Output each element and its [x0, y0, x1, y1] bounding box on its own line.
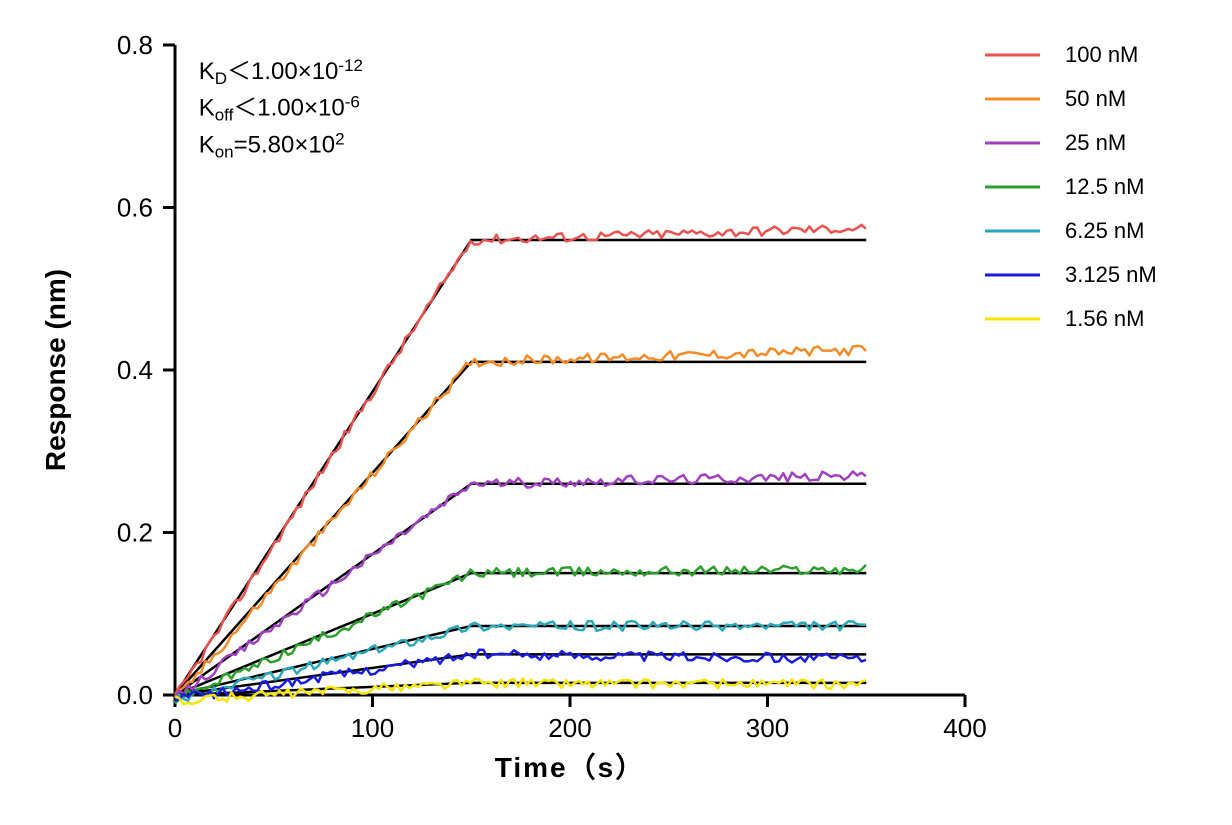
- y-tick-label: 0.2: [117, 518, 153, 548]
- legend-label: 12.5 nM: [1065, 174, 1145, 199]
- x-axis-label: Time（s）: [495, 751, 645, 783]
- legend-label: 50 nM: [1065, 86, 1126, 111]
- legend-label: 3.125 nM: [1065, 262, 1157, 287]
- legend-label: 1.56 nM: [1065, 306, 1145, 331]
- legend-label: 25 nM: [1065, 130, 1126, 155]
- x-tick-label: 200: [548, 713, 591, 743]
- y-tick-label: 0.8: [117, 30, 153, 60]
- x-tick-label: 0: [168, 713, 182, 743]
- x-tick-label: 300: [746, 713, 789, 743]
- legend-label: 6.25 nM: [1065, 218, 1145, 243]
- x-tick-label: 400: [943, 713, 986, 743]
- kinetics-chart: 0.0 0.2 0.4 0.6 0.8 0 100 200 300 400 Response (nm…: [0, 0, 1232, 825]
- x-tick-label: 100: [351, 713, 394, 743]
- chart-container: { "chart": { "type": "line", "width": 12…: [0, 0, 1232, 825]
- y-tick-label: 0.0: [117, 680, 153, 710]
- y-axis-label: Response (nm): [40, 269, 71, 471]
- chart-bg: [0, 0, 1232, 825]
- legend-label: 100 nM: [1065, 42, 1138, 67]
- y-tick-label: 0.6: [117, 193, 153, 223]
- y-tick-label: 0.4: [117, 355, 153, 385]
